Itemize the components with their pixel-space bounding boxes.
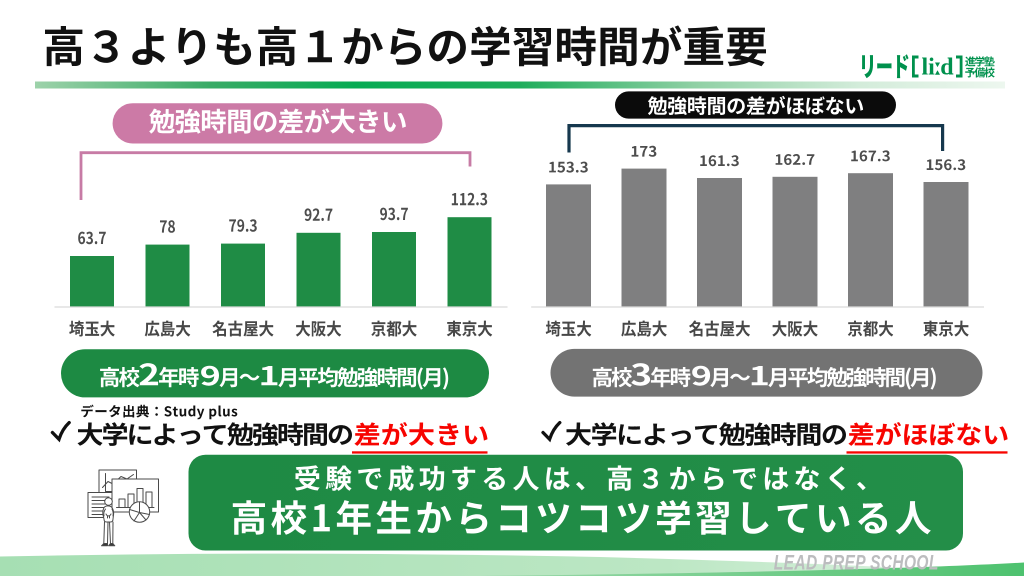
svg-text:d: d: [940, 54, 954, 80]
svg-text:li: li: [922, 54, 936, 80]
svg-text:LEAD PREP SCHOOL: LEAD PREP SCHOOL: [774, 550, 939, 574]
